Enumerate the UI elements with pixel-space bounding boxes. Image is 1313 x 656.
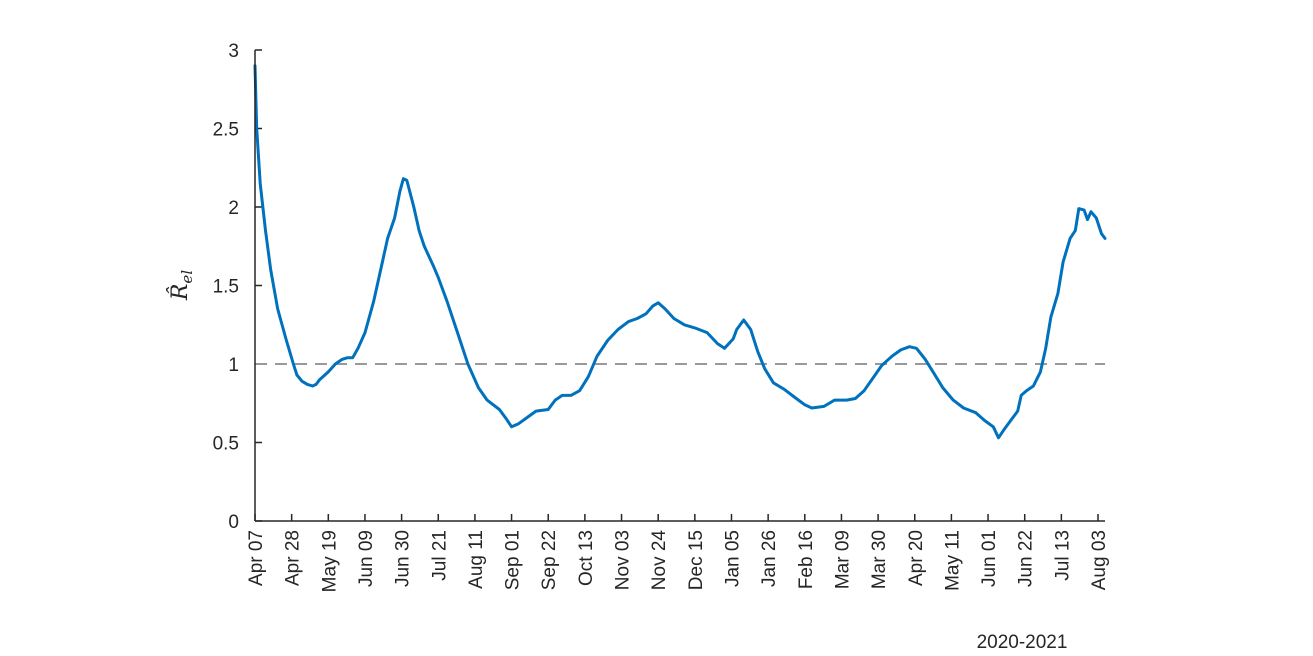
x-tick-label: Oct 13 xyxy=(576,530,597,586)
y-tick-label: 3 xyxy=(228,41,239,62)
y-tick-label: 2.5 xyxy=(213,120,239,141)
x-tick-label: Dec 15 xyxy=(686,530,707,590)
y-axis-ticks: 0 0.5 1 1.5 2 2.5 3 xyxy=(213,41,262,533)
x-tick-label: Jun 01 xyxy=(979,530,1000,587)
x-tick-label: Mar 09 xyxy=(832,530,853,589)
series-line xyxy=(253,64,1107,440)
x-axis-period-label: 2020-2021 xyxy=(977,632,1068,653)
x-tick-label: Sep 01 xyxy=(503,530,524,590)
y-tick-label: 1 xyxy=(228,355,239,376)
x-tick-label: May 19 xyxy=(319,530,340,592)
x-tick-label: Apr 28 xyxy=(283,530,304,586)
x-tick-label: Jun 30 xyxy=(393,530,414,587)
y-axis-label: R̂el xyxy=(167,270,196,301)
x-tick-label: Apr 07 xyxy=(246,530,267,586)
x-tick-label: Aug 03 xyxy=(1089,530,1110,590)
x-tick-label: Feb 16 xyxy=(796,530,817,589)
y-tick-label: 1.5 xyxy=(213,277,239,298)
x-tick-label: Sep 22 xyxy=(539,530,560,590)
y-tick-label: 0.5 xyxy=(213,434,239,455)
x-tick-label: Jun 22 xyxy=(1016,530,1037,587)
x-tick-label: May 11 xyxy=(942,530,963,591)
x-tick-label: Jan 26 xyxy=(759,530,780,587)
x-tick-label: Nov 03 xyxy=(613,530,634,590)
x-tick-label: Apr 20 xyxy=(906,530,927,586)
x-tick-label: Mar 30 xyxy=(869,530,890,589)
x-tick-label: Jul 21 xyxy=(429,530,450,581)
x-tick-label: Jan 05 xyxy=(722,530,743,587)
y-tick-label: 2 xyxy=(228,198,239,219)
x-tick-label: Jul 13 xyxy=(1052,530,1073,581)
x-axis-ticks: Apr 07 Apr 28 May 19 Jun 09 Jun 30 Jul 21 Aug … xyxy=(246,514,1110,592)
y-tick-label: 0 xyxy=(228,512,239,533)
x-tick-label: Nov 24 xyxy=(649,530,670,591)
x-tick-label: Jun 09 xyxy=(356,530,377,587)
x-tick-label: Aug 11 xyxy=(466,530,487,589)
